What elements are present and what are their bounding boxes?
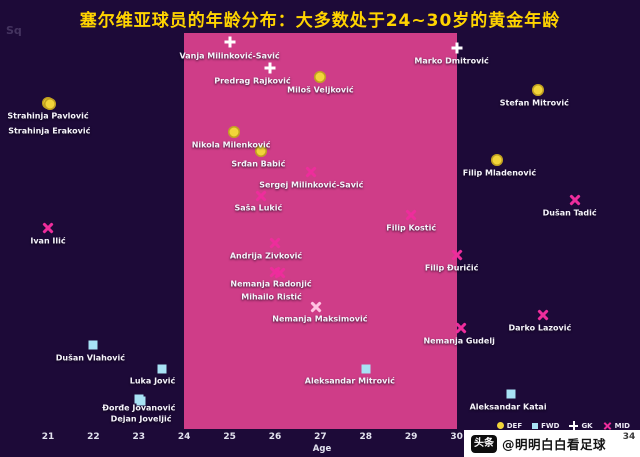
player-label: Predrag Rajković	[214, 76, 291, 86]
legend-item-mid: MID	[603, 421, 630, 430]
legend: DEF FWD GK MID	[496, 421, 630, 430]
player-label: Dejan Joveljić	[110, 414, 172, 424]
author-handle: @明明白白看足球	[502, 437, 607, 452]
player-marker-gk	[450, 42, 463, 55]
player-label: Filip Mladenović	[462, 168, 537, 178]
x-tick-28: 28	[359, 432, 373, 442]
player-marker-mid	[273, 267, 286, 280]
legend-item-gk: GK	[569, 421, 593, 430]
chart-title: 塞尔维亚球员的年龄分布：大多数处于24~30岁的黄金年龄	[79, 11, 561, 31]
player-label: Filip Đuričić	[424, 263, 479, 273]
player-label: Srđan Babić	[231, 159, 286, 169]
x-tick-27: 27	[314, 432, 327, 442]
player-label: Luka Jović	[129, 376, 176, 386]
player-label: Aleksandar Mitrović	[304, 376, 395, 386]
toutiao-logo: 头条	[471, 434, 497, 453]
player-marker-fwd	[88, 340, 98, 350]
player-label: Marko Dmitrović	[414, 56, 489, 66]
player-label: Dušan Tadić	[542, 208, 597, 218]
player-marker-gk	[223, 36, 236, 49]
x-tick-23: 23	[132, 432, 146, 442]
player-marker-mid	[255, 190, 268, 203]
player-marker-mid	[568, 194, 581, 207]
player-marker-mid	[455, 322, 468, 335]
player-marker-def	[255, 145, 268, 157]
watermark-topleft: Sq	[6, 24, 22, 37]
legend-marker-gk	[569, 421, 579, 430]
player-label: Filip Kostić	[386, 223, 437, 233]
player-label: Nemanja Maksimović	[272, 314, 368, 324]
legend-marker-fwd	[532, 422, 539, 429]
player-marker-def	[532, 84, 545, 96]
player-label: Mihailo Ristić	[241, 292, 302, 302]
player-marker-fwd	[157, 364, 166, 374]
player-marker-mid	[305, 166, 318, 179]
x-tick-22: 22	[87, 432, 100, 442]
player-marker-fwd	[361, 364, 371, 374]
player-label: Darko Lazović	[508, 323, 572, 333]
x-tick-25: 25	[223, 432, 236, 442]
player-marker-def	[228, 126, 241, 138]
player-label: Sergej Milinković-Savić	[259, 180, 364, 190]
x-axis-label: Age	[312, 444, 332, 454]
legend-item-def: DEF	[496, 421, 523, 430]
player-marker-mid	[536, 309, 549, 322]
player-marker-fwd	[136, 396, 146, 406]
player-label: Nemanja Radonjić	[230, 279, 312, 289]
player-label: Nikola Milenković	[191, 140, 271, 150]
x-tick-21: 21	[41, 432, 55, 442]
legend-label: MID	[614, 421, 630, 430]
x-tick-34: 34	[622, 432, 636, 442]
player-label: Đorđe Jovanović	[102, 403, 176, 413]
player-marker-mid	[269, 237, 282, 250]
player-label: Ivan Ilić	[30, 236, 66, 246]
player-marker-mid	[405, 209, 418, 222]
player-marker-mid	[450, 249, 463, 262]
player-marker-mid	[42, 222, 55, 235]
player-label: Andrija Zivković	[229, 251, 303, 261]
legend-marker-mid	[603, 421, 612, 430]
player-label: Dušan Vlahović	[55, 353, 125, 363]
player-marker-def	[44, 98, 57, 110]
player-label: Aleksandar Katai	[469, 402, 547, 412]
branding-strip: 头条 @明明白白看足球	[464, 430, 640, 457]
player-label: Stefan Mitrović	[499, 98, 569, 108]
x-tick-24: 24	[177, 432, 191, 442]
legend-item-fwd: FWD	[532, 422, 559, 430]
x-tick-30: 30	[450, 432, 463, 442]
player-marker-fwd	[506, 389, 516, 399]
legend-label: FWD	[541, 421, 560, 430]
player-label: Nemanja Gudelj	[423, 336, 495, 346]
player-label: Strahinja Eraković	[8, 126, 91, 136]
player-marker-def	[314, 71, 327, 83]
legend-label: DEF	[506, 421, 523, 430]
legend-label: GK	[581, 421, 593, 430]
player-marker-def	[491, 154, 504, 166]
legend-marker-def	[496, 422, 504, 429]
player-label: Saša Lukić	[234, 203, 283, 213]
x-tick-26: 26	[268, 432, 282, 442]
player-marker-gk	[264, 62, 277, 75]
player-marker-mid	[309, 301, 322, 314]
player-label: Strahinja Pavlović	[7, 111, 89, 121]
player-label: Vanja Milinković-Savić	[179, 51, 280, 61]
golden-age-band	[184, 33, 457, 429]
player-label: Miloš Veljković	[287, 85, 354, 95]
x-tick-29: 29	[404, 432, 418, 442]
